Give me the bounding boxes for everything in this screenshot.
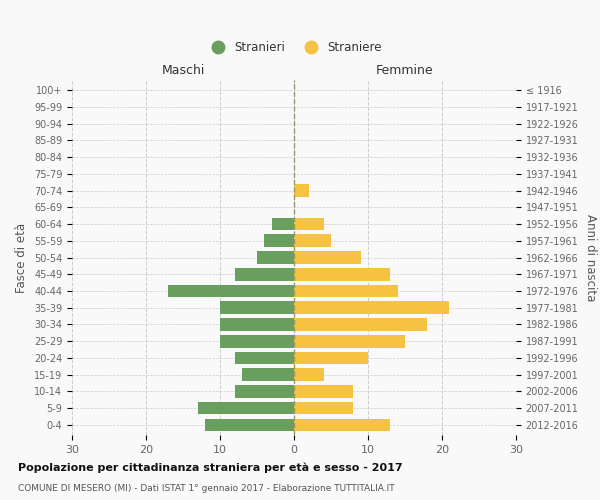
Bar — [294, 402, 353, 414]
Bar — [294, 385, 353, 398]
Bar — [294, 184, 309, 197]
Bar — [294, 302, 449, 314]
Bar — [235, 352, 294, 364]
Text: Popolazione per cittadinanza straniera per età e sesso - 2017: Popolazione per cittadinanza straniera p… — [18, 462, 403, 473]
Bar — [220, 318, 294, 331]
Bar — [235, 385, 294, 398]
Bar — [220, 335, 294, 347]
Bar — [294, 352, 368, 364]
Bar — [294, 335, 405, 347]
Text: Femmine: Femmine — [376, 64, 434, 76]
Bar — [205, 418, 294, 431]
Bar — [168, 284, 294, 298]
Bar — [294, 318, 427, 331]
Bar — [235, 268, 294, 280]
Text: Maschi: Maschi — [161, 64, 205, 76]
Text: COMUNE DI MESERO (MI) - Dati ISTAT 1° gennaio 2017 - Elaborazione TUTTITALIA.IT: COMUNE DI MESERO (MI) - Dati ISTAT 1° ge… — [18, 484, 395, 493]
Bar — [294, 218, 323, 230]
Bar — [294, 284, 398, 298]
Bar — [220, 302, 294, 314]
Bar — [265, 234, 294, 247]
Bar — [272, 218, 294, 230]
Bar — [294, 368, 323, 381]
Bar — [294, 251, 361, 264]
Y-axis label: Anni di nascita: Anni di nascita — [584, 214, 597, 301]
Bar — [294, 268, 390, 280]
Legend: Stranieri, Straniere: Stranieri, Straniere — [201, 36, 387, 59]
Bar — [294, 234, 331, 247]
Y-axis label: Fasce di età: Fasce di età — [16, 222, 28, 292]
Bar — [198, 402, 294, 414]
Bar — [294, 418, 390, 431]
Bar — [257, 251, 294, 264]
Bar — [242, 368, 294, 381]
